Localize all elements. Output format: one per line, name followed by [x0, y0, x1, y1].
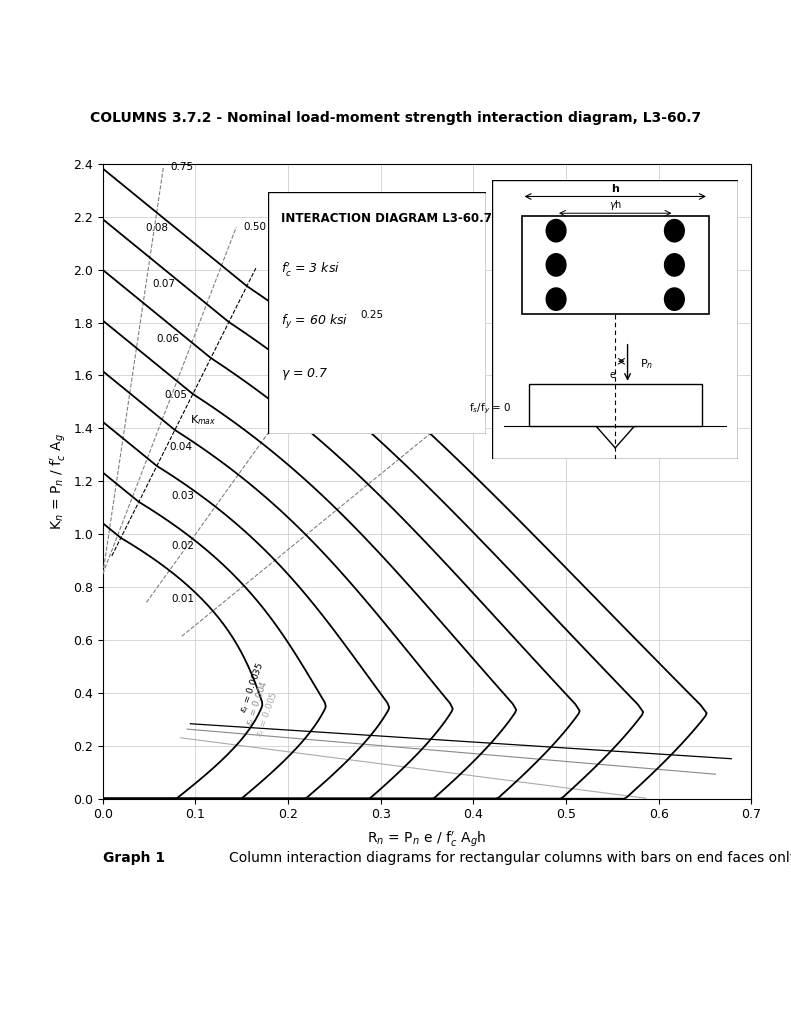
Text: 0.50: 0.50	[244, 222, 267, 231]
Text: 0.07: 0.07	[152, 280, 175, 289]
Text: 0.08: 0.08	[146, 223, 168, 233]
Text: Column interaction diagrams for rectangular columns with bars on end faces only: Column interaction diagrams for rectangu…	[229, 851, 791, 865]
X-axis label: R$_n$ = P$_n$ e / f$^{\prime}_c$ A$_g$h: R$_n$ = P$_n$ e / f$^{\prime}_c$ A$_g$h	[368, 829, 486, 849]
Text: K$_{max}$: K$_{max}$	[191, 414, 217, 427]
Text: 0.06: 0.06	[157, 334, 180, 344]
Text: 0.25: 0.25	[361, 310, 384, 319]
Text: COLUMNS 3.7.2 - Nominal load-moment strength interaction diagram, L3-60.7: COLUMNS 3.7.2 - Nominal load-moment stre…	[90, 111, 701, 125]
Text: 0.02: 0.02	[172, 542, 195, 551]
Text: $\varepsilon_t$ = 0.0035: $\varepsilon_t$ = 0.0035	[237, 660, 267, 716]
Text: 0.75: 0.75	[171, 163, 194, 172]
Text: 0.03: 0.03	[171, 492, 194, 501]
Y-axis label: K$_n$ = P$_n$ / f$^{\prime}_c$ A$_g$: K$_n$ = P$_n$ / f$^{\prime}_c$ A$_g$	[48, 432, 67, 530]
Text: $\varepsilon_t$ = 0.005: $\varepsilon_t$ = 0.005	[253, 690, 281, 739]
Text: 0.01: 0.01	[172, 594, 195, 604]
Text: 0.05: 0.05	[165, 390, 187, 400]
Text: Graph 1: Graph 1	[103, 851, 165, 865]
Text: $\varepsilon_t$ = 0.004: $\varepsilon_t$ = 0.004	[244, 678, 272, 728]
Text: 0.04: 0.04	[170, 441, 193, 452]
Text: f$_s$/f$_y$ = 0: f$_s$/f$_y$ = 0	[469, 401, 512, 416]
